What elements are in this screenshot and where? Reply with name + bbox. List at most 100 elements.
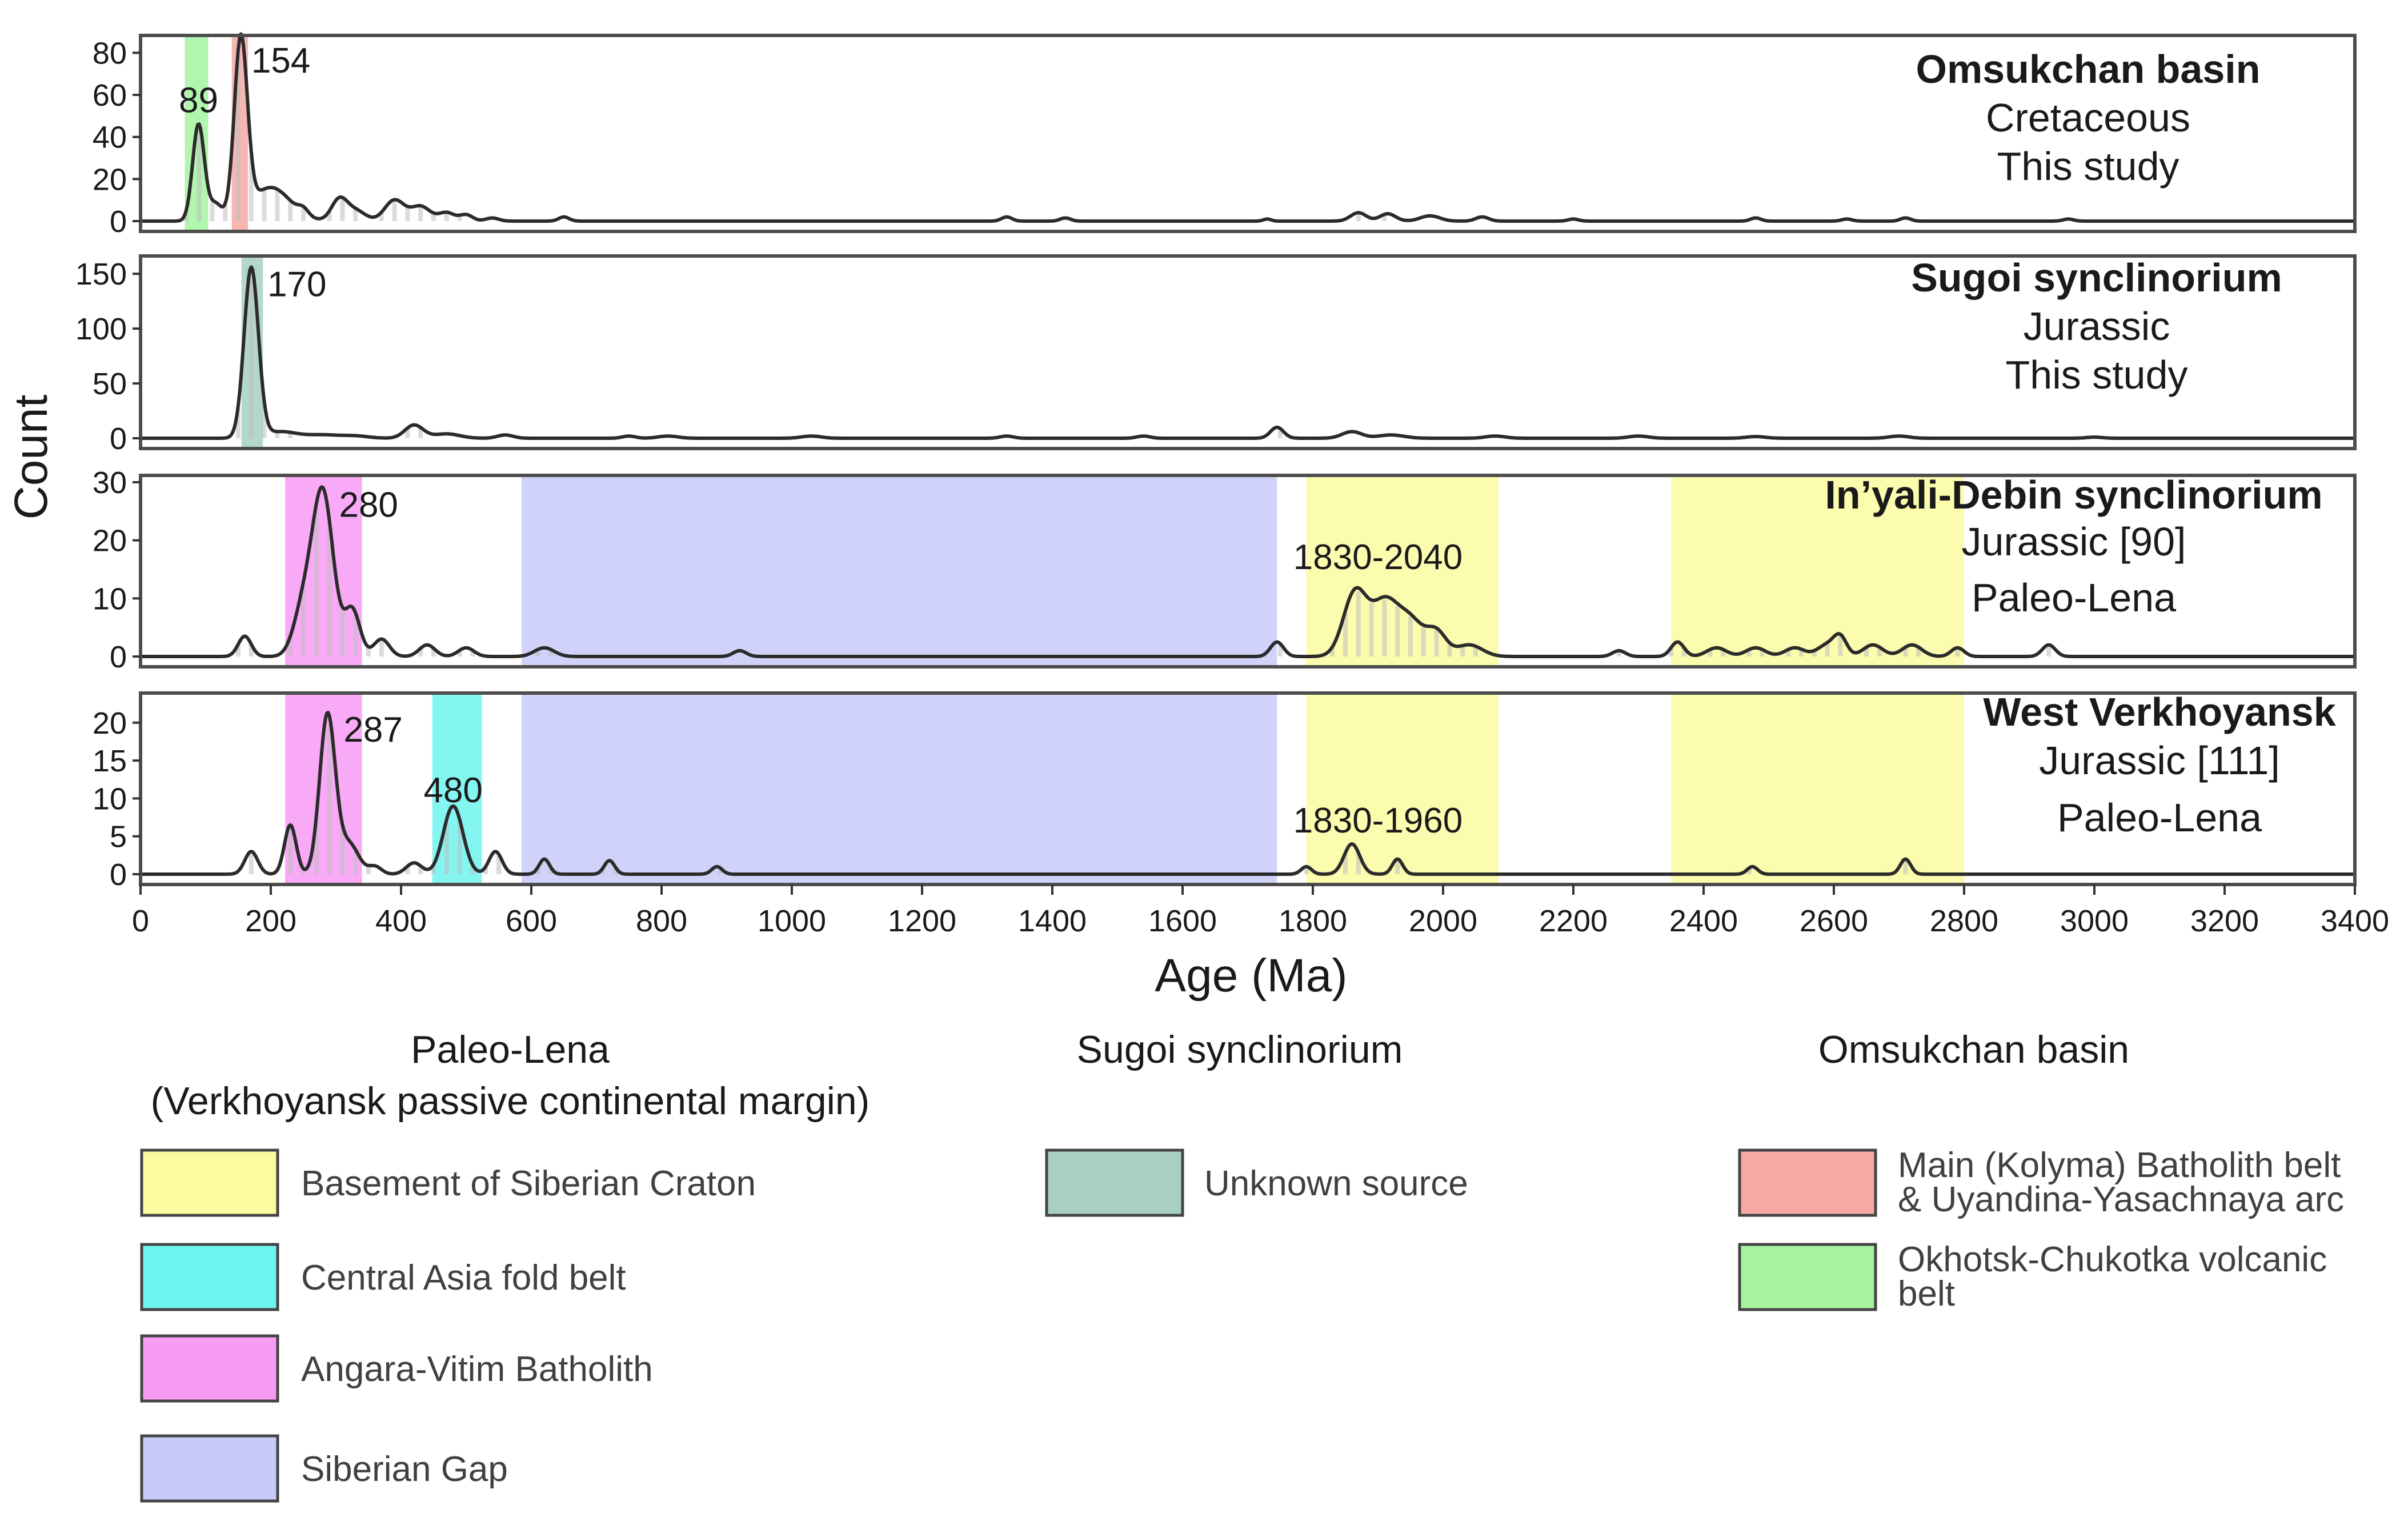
histogram-bar	[405, 866, 410, 874]
panel-frame	[139, 254, 2357, 450]
histogram-bar	[392, 201, 397, 221]
histogram-bar	[353, 209, 358, 221]
density-curve	[140, 265, 2355, 440]
density-curve	[140, 485, 2355, 658]
x-tick-label: 3400	[2321, 904, 2389, 938]
panel-subtitle: Jurassic [111]	[2039, 738, 2279, 783]
y-tick-label: 40	[93, 121, 127, 155]
legend-swatch-basement	[140, 1148, 279, 1217]
x-tick-label: 600	[506, 904, 557, 938]
histogram-bar	[1278, 429, 1283, 438]
x-axis-label: Age (Ma)	[1155, 950, 1347, 1002]
histogram-bar	[314, 511, 319, 657]
histogram-bar	[210, 201, 215, 221]
x-tick-label: 3200	[2190, 904, 2259, 938]
legend-group: Sugoi synclinorium Unknown source	[1045, 1028, 1468, 1217]
histogram-bar	[600, 868, 606, 874]
histogram-bar	[1903, 859, 1908, 874]
panel-note: Paleo-Lena	[2057, 795, 2262, 840]
panel-note: Paleo-Lena	[1972, 575, 2176, 620]
histogram-bar	[1812, 651, 1817, 657]
panel-inyali: 0 10 20 30 280 1830-2040 In’yali-Debin synclin…	[93, 466, 2357, 674]
legend-label: Unknown source	[1204, 1164, 1468, 1203]
histogram-bar	[288, 637, 293, 657]
y-tick-label: 50	[93, 367, 127, 401]
histogram-bar	[1877, 647, 1882, 657]
x-tick-label: 1600	[1148, 904, 1217, 938]
histogram-bar	[1864, 647, 1869, 657]
histogram-bar	[183, 211, 189, 221]
legend-swatch-siberian_gap	[140, 1434, 279, 1503]
y-tick-label: 0	[110, 422, 127, 456]
histogram-bar	[470, 650, 475, 657]
histogram-bar	[223, 204, 228, 221]
histogram-bar	[236, 645, 241, 657]
histogram-bar	[1955, 648, 1960, 657]
histogram-bar	[431, 649, 436, 657]
histogram-bar	[1473, 646, 1478, 657]
histogram-bar	[327, 527, 332, 657]
x-tick-label: 3000	[2060, 904, 2129, 938]
histogram-bar	[327, 723, 332, 874]
histogram-bar	[288, 827, 293, 874]
histogram-bar	[340, 609, 345, 657]
histogram-bar	[1343, 854, 1348, 874]
panel-title: In’yali-Debin synclinorium	[1825, 473, 2322, 517]
histogram-bar	[379, 213, 384, 221]
legend-heading: Omsukchan basin	[1818, 1028, 2129, 1071]
y-tick-label: 30	[93, 466, 127, 500]
histogram-bar	[1356, 854, 1361, 874]
histogram-bar	[262, 403, 267, 438]
histogram-bar	[1395, 606, 1400, 657]
y-tick-label: 150	[75, 257, 127, 291]
histogram-bar	[1916, 647, 1921, 657]
band-basement	[1671, 475, 1964, 667]
y-tick-label: 20	[93, 524, 127, 558]
histogram-bar	[249, 852, 254, 874]
y-tick-label: 10	[93, 582, 127, 616]
y-tick-label: 100	[75, 312, 127, 346]
legend-swatch-main_batholith	[1738, 1148, 1877, 1217]
legend-subheading: (Verkhoyansk passive continental margin)	[151, 1079, 870, 1123]
histogram-bar	[379, 639, 384, 657]
legend-swatch-okhotsk	[1738, 1243, 1877, 1311]
histogram-bar	[405, 428, 410, 438]
histogram-bar	[327, 211, 332, 221]
panel-frame	[139, 34, 2357, 233]
legend-heading: Sugoi synclinorium	[1077, 1028, 1403, 1071]
y-tick-label: 10	[93, 782, 127, 816]
legend-label-line2: & Uyandina-Yasachnaya arc	[1898, 1180, 2344, 1219]
peak-label: 1830-1960	[1293, 801, 1463, 840]
x-tick-label: 800	[636, 904, 687, 938]
histogram-bar	[457, 822, 462, 874]
histogram-bar	[614, 868, 619, 874]
x-tick-label: 200	[245, 904, 297, 938]
histogram-bar	[1616, 651, 1621, 657]
legend-swatch-central_asia	[140, 1243, 279, 1311]
histogram-bar	[1760, 650, 1765, 657]
histogram-bar	[1460, 646, 1465, 657]
histogram-bar	[418, 649, 423, 657]
peak-label: 480	[423, 771, 482, 810]
histogram-bar	[1304, 867, 1309, 874]
panel-frame	[139, 691, 2357, 886]
legend-label: Angara-Vitim Batholith	[301, 1350, 653, 1389]
histogram-bar	[353, 614, 358, 657]
band-siberian_gap	[521, 475, 1277, 667]
histogram-bar	[301, 868, 306, 874]
histogram-bar	[340, 198, 345, 221]
x-tick-label: 2600	[1800, 904, 1868, 938]
band-siberian_gap	[521, 693, 1277, 884]
legend-label: Okhotsk-Chukotka volcanic	[1898, 1240, 2327, 1279]
histogram-bar	[1330, 647, 1335, 657]
histogram-bar	[1799, 649, 1804, 657]
panel-omsukchan: 0 20 40 60 80 89 154 Omsukchan basinCretaceousT…	[93, 32, 2357, 239]
histogram-bar	[1669, 648, 1673, 657]
histogram-bar	[1369, 603, 1374, 657]
peak-label: 1830-2040	[1293, 538, 1463, 577]
histogram-bar	[197, 129, 202, 221]
histogram-bar	[1395, 859, 1400, 874]
histogram-bar	[535, 867, 540, 874]
legend-swatch-unknown	[1045, 1148, 1184, 1217]
